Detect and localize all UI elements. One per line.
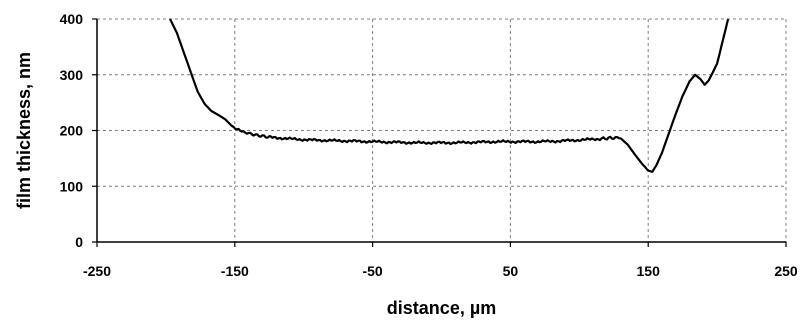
y-tick-labels: 0 100 200 300 400 <box>60 11 84 250</box>
y-tick-label: 200 <box>60 123 84 139</box>
x-tick-label: -50 <box>362 263 382 279</box>
x-axis-title: distance, µm <box>387 298 496 318</box>
vertical-gridlines <box>234 19 787 242</box>
x-tick-label: 150 <box>637 263 661 279</box>
x-tick-label: -250 <box>83 263 111 279</box>
thickness-profile-line <box>169 18 730 173</box>
y-tick-label: 300 <box>60 67 84 83</box>
series-group <box>169 18 730 173</box>
x-tick-label: 50 <box>503 263 519 279</box>
y-tick-label: 0 <box>75 234 83 250</box>
x-tick-label: -150 <box>221 263 249 279</box>
y-tick-label: 400 <box>60 11 84 27</box>
tick-marks <box>92 18 787 247</box>
y-tick-label: 100 <box>60 178 84 194</box>
y-axis-title: film thickness, nm <box>14 52 34 209</box>
x-tick-labels: -250 -150 -50 50 150 250 <box>83 263 798 279</box>
x-tick-label: 250 <box>774 263 798 279</box>
horizontal-gridlines <box>97 18 786 187</box>
